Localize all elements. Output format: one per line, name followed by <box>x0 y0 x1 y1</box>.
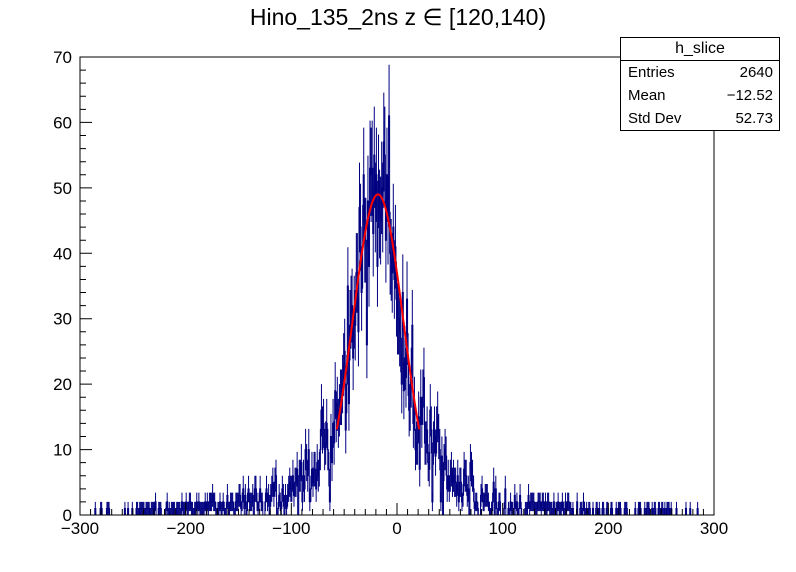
stats-row-stddev: Std Dev 52.73 <box>621 107 779 130</box>
y-tick-label: 0 <box>63 506 72 525</box>
stats-value: 52.73 <box>735 110 773 127</box>
plot-frame <box>79 56 715 516</box>
y-tick-label: 60 <box>53 113 72 132</box>
stats-box: h_slice Entries 2640 Mean −12.52 Std Dev… <box>620 37 780 131</box>
y-tick-label: 40 <box>53 244 72 263</box>
stats-label: Entries <box>628 64 675 81</box>
chart-title: Hino_135_2ns z ∈ [120,140) <box>249 4 547 30</box>
y-tick-label: 70 <box>53 48 72 67</box>
histogram-steps <box>80 115 714 516</box>
x-tick-label: 200 <box>594 519 622 538</box>
y-tick-label: 20 <box>53 375 72 394</box>
histogram-error-bars <box>94 64 699 515</box>
stats-label: Mean <box>628 87 666 104</box>
x-tick-label: −200 <box>167 519 205 538</box>
fit-curve <box>335 193 421 430</box>
x-tick-label: 0 <box>392 519 401 538</box>
y-tick-label: 10 <box>53 441 72 460</box>
stats-label: Std Dev <box>628 110 682 127</box>
y-tick-label: 30 <box>53 310 72 329</box>
y-tick-label: 50 <box>53 179 72 198</box>
x-tick-label: 100 <box>488 519 516 538</box>
x-tick-label: −100 <box>272 519 310 538</box>
stats-value: −12.52 <box>726 87 773 104</box>
y-axis-ticks <box>80 56 92 516</box>
x-tick-label: 300 <box>700 519 728 538</box>
x-tick-label: −300 <box>61 519 99 538</box>
stats-row-mean: Mean −12.52 <box>621 84 779 107</box>
stats-value: 2640 <box>739 64 773 81</box>
stats-title: h_slice <box>621 38 779 61</box>
x-axis-ticks <box>79 503 715 515</box>
stats-row-entries: Entries 2640 <box>621 61 779 84</box>
